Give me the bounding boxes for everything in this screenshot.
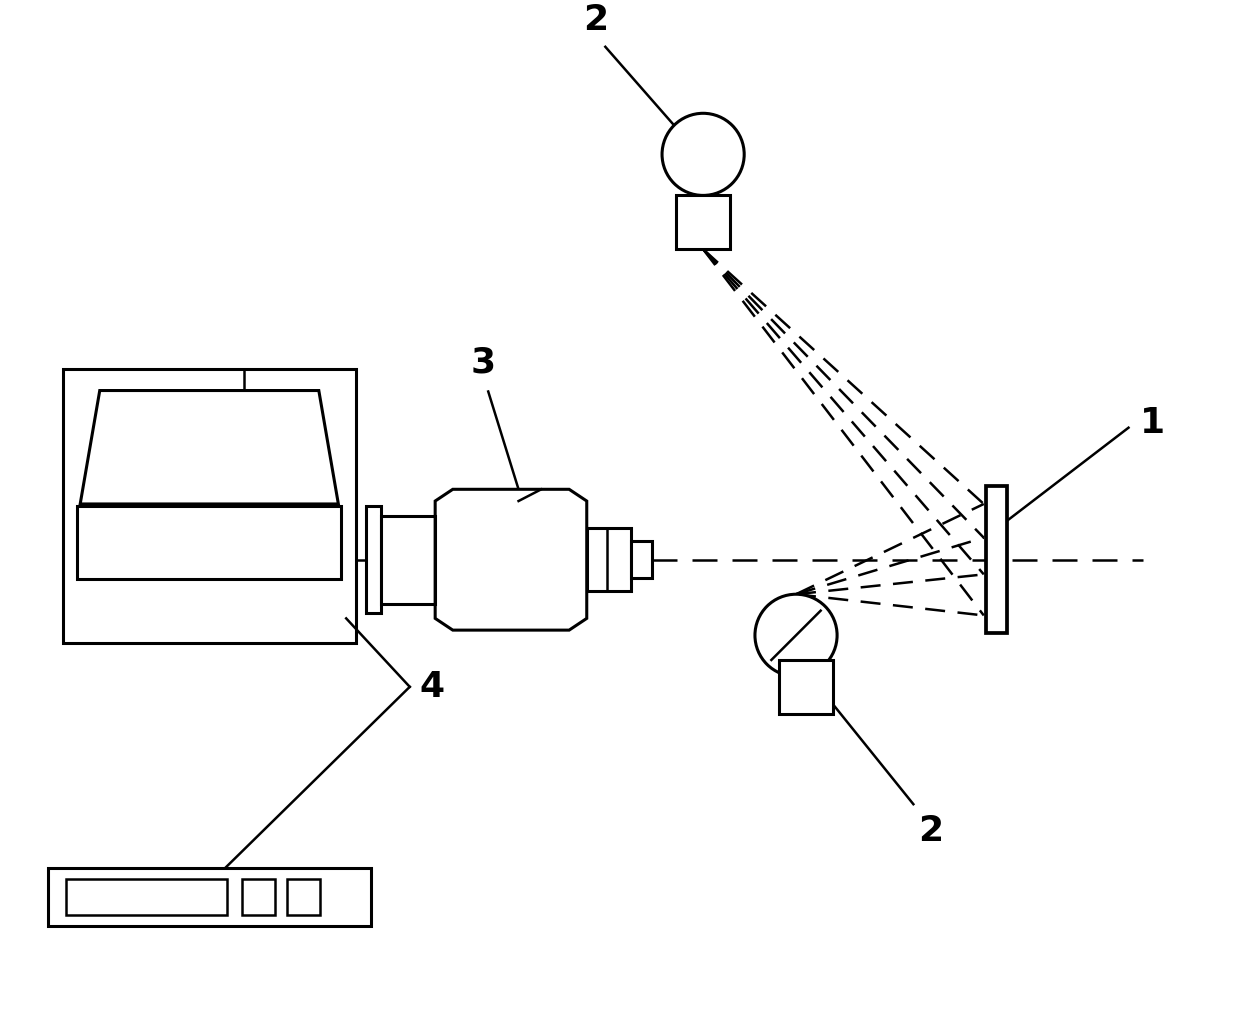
Text: 3: 3 xyxy=(471,345,496,379)
Bar xyxy=(587,528,631,591)
Text: 4: 4 xyxy=(419,670,445,704)
Bar xyxy=(48,868,371,926)
Text: 2: 2 xyxy=(583,3,608,37)
Bar xyxy=(366,506,382,613)
Bar xyxy=(676,195,730,249)
Bar xyxy=(62,369,356,643)
Bar xyxy=(77,506,341,579)
Bar xyxy=(631,541,652,578)
Polygon shape xyxy=(435,489,587,630)
Text: 1: 1 xyxy=(1141,405,1166,439)
Polygon shape xyxy=(81,391,339,504)
Circle shape xyxy=(755,595,837,676)
Bar xyxy=(286,880,320,915)
Circle shape xyxy=(662,114,744,195)
Bar xyxy=(779,660,833,713)
Bar xyxy=(382,516,435,604)
Bar xyxy=(66,880,227,915)
Text: 2: 2 xyxy=(919,814,944,848)
Bar xyxy=(986,486,1007,633)
Bar xyxy=(242,880,275,915)
